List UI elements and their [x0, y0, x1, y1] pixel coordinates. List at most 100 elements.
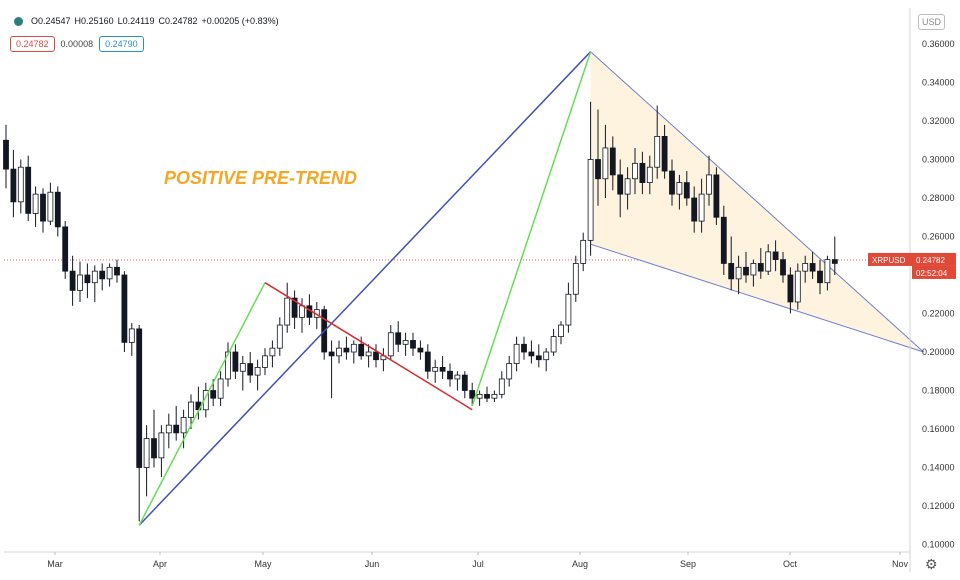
candle: [602, 124, 609, 198]
candle: [772, 240, 779, 272]
sell-price-button[interactable]: 0.24782: [10, 36, 55, 52]
candle-body: [402, 340, 409, 345]
wedge-upper-line[interactable]: [590, 51, 924, 353]
green-trend-line[interactable]: [471, 51, 592, 407]
candle: [276, 317, 283, 356]
candle: [10, 149, 17, 218]
candle-body: [54, 191, 61, 228]
candle-body: [291, 297, 298, 318]
candle: [661, 124, 668, 179]
candle: [336, 340, 342, 364]
candle-body: [565, 293, 572, 326]
red-trend-line[interactable]: [264, 282, 473, 411]
candle-body: [114, 266, 120, 276]
price-tag-value: 0.24782: [916, 256, 945, 265]
candle: [291, 290, 298, 329]
x-tick-label: Jul: [472, 559, 484, 569]
y-tick-label: 0.36000: [922, 39, 955, 49]
candle: [735, 255, 742, 295]
x-tick-label: Sep: [680, 559, 696, 569]
candle-body: [395, 332, 402, 345]
candle: [395, 321, 402, 352]
candle-body: [654, 135, 661, 168]
candle: [269, 340, 276, 368]
candle-body: [698, 193, 705, 222]
trend-lines[interactable]: POSITIVE PRE-TREND: [138, 51, 592, 526]
candle-body: [69, 270, 76, 291]
candle-body: [809, 263, 816, 272]
candle-body: [691, 197, 698, 222]
axes: 0.36000 0.34000 0.32000 0.30000 0.28000 0.260…: [4, 8, 955, 572]
candle: [47, 182, 54, 225]
candle-body: [543, 351, 550, 361]
candle-body: [535, 355, 542, 361]
bid-ask-panel: 0.24782 0.00008 0.24790: [10, 36, 144, 52]
candle: [498, 371, 505, 399]
candle: [617, 159, 624, 218]
candle: [54, 186, 61, 237]
candle-body: [343, 347, 350, 353]
candle: [669, 159, 675, 206]
currency-label[interactable]: USD: [918, 14, 946, 30]
candle-body: [513, 343, 520, 364]
candle: [757, 248, 764, 279]
symbol-tag-bg: [868, 252, 913, 266]
candle: [387, 325, 394, 360]
candle: [99, 263, 106, 291]
candle: [706, 155, 712, 206]
candle: [824, 255, 831, 291]
candle: [454, 371, 461, 391]
x-tick-label: Aug: [572, 559, 588, 569]
candle-body: [62, 226, 69, 272]
candle-body: [143, 438, 150, 468]
spread-value: 0.00008: [60, 39, 94, 49]
candle: [676, 174, 683, 210]
candle: [299, 298, 305, 333]
candle: [3, 124, 9, 189]
candle-body: [180, 417, 187, 434]
buy-price-button[interactable]: 0.24790: [99, 36, 144, 52]
blue-trend-line[interactable]: [138, 51, 592, 526]
candle: [91, 265, 98, 302]
candle-body: [632, 162, 638, 180]
candle-body: [491, 393, 498, 399]
y-tick-label: 0.32000: [922, 116, 955, 126]
candle: [580, 232, 587, 272]
candle: [595, 109, 601, 206]
candle: [654, 105, 661, 179]
candle: [528, 340, 535, 364]
green-trend-line[interactable]: [138, 282, 266, 526]
candle: [188, 394, 194, 429]
candle-body: [173, 424, 180, 434]
candle-body: [683, 182, 690, 199]
x-tick-label: Nov: [892, 559, 909, 569]
candle-body: [602, 147, 609, 180]
y-tick-label: 0.28000: [922, 193, 955, 203]
candle: [136, 325, 143, 522]
candle: [410, 332, 416, 356]
wedge-pattern[interactable]: [590, 51, 924, 353]
countdown-tag-bg: [912, 265, 956, 279]
symbol-status-icon: [14, 16, 23, 26]
candle: [550, 328, 557, 356]
candle-body: [284, 297, 291, 326]
candle: [17, 159, 24, 214]
wedge-lower-line[interactable]: [590, 243, 924, 353]
candle: [358, 336, 365, 360]
candle-body: [439, 366, 446, 372]
x-tick-label: Mar: [47, 559, 63, 569]
candle: [713, 167, 720, 225]
settings-gear-icon[interactable]: ⚙: [925, 556, 938, 572]
candle-body: [254, 366, 261, 376]
candle-body: [84, 274, 91, 284]
candle: [402, 332, 409, 356]
candle-body: [410, 340, 416, 349]
candle-body: [17, 166, 24, 203]
candle: [809, 251, 816, 279]
x-tick-label: Jun: [365, 559, 380, 569]
candle-body: [91, 270, 98, 284]
candle: [609, 136, 616, 191]
candle: [232, 344, 239, 379]
candle-body: [336, 347, 342, 357]
